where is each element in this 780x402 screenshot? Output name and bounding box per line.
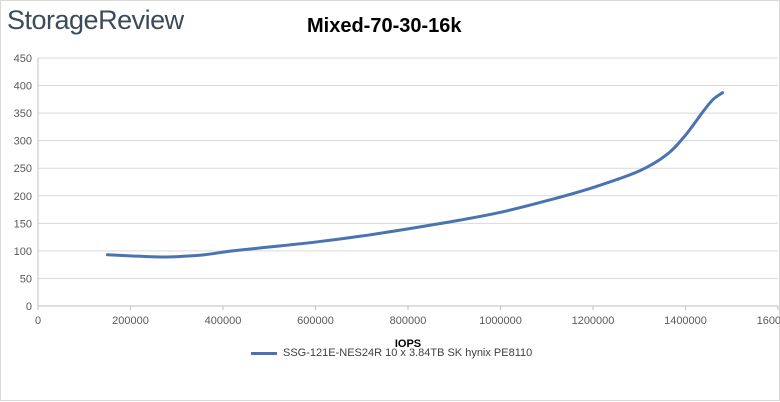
x-axis-ticks: 0 200000 400000 600000 800000 1000000 1200000 1… <box>35 315 780 327</box>
y-tick-label: 200 <box>14 191 32 203</box>
y-axis-ticks: 0 50 100 150 200 250 300 350 400 450 <box>14 53 32 313</box>
x-tick-label: 600000 <box>297 315 334 327</box>
x-tick-label: 1400000 <box>664 315 707 327</box>
y-tick-label: 450 <box>14 53 32 65</box>
x-tick-label: 1200000 <box>572 315 615 327</box>
x-tick-label: 200000 <box>112 315 149 327</box>
gridlines <box>38 57 778 279</box>
y-tick-label: 300 <box>14 136 32 148</box>
storagereview-logo: StorageReview <box>7 5 184 35</box>
axes <box>37 58 779 310</box>
y-tick-label: 150 <box>14 218 32 230</box>
series-line-0 <box>105 91 724 259</box>
legend-swatch <box>251 351 277 355</box>
x-tick-label: 400000 <box>205 315 242 327</box>
x-axis-title: IOPS <box>395 338 421 350</box>
y-tick-label: 250 <box>14 163 32 175</box>
x-tick-label: 1000000 <box>479 315 522 327</box>
chart-title: Mixed-70-30-16k <box>307 15 462 37</box>
y-tick-label: 50 <box>20 273 32 285</box>
x-tick-label: 0 <box>35 315 41 327</box>
series-layer <box>105 91 724 259</box>
y-tick-label: 350 <box>14 108 32 120</box>
legend-label: SSG-121E-NES24R 10 x 3.84TB SK hynix PE8… <box>283 347 533 359</box>
y-tick-label: 100 <box>14 246 32 258</box>
y-tick-label: 0 <box>26 301 32 313</box>
y-tick-label: 400 <box>14 81 32 93</box>
legend: SSG-121E-NES24R 10 x 3.84TB SK hynix PE8… <box>251 347 532 359</box>
x-tick-label: 1600000 <box>757 315 780 327</box>
x-tick-label: 800000 <box>390 315 427 327</box>
